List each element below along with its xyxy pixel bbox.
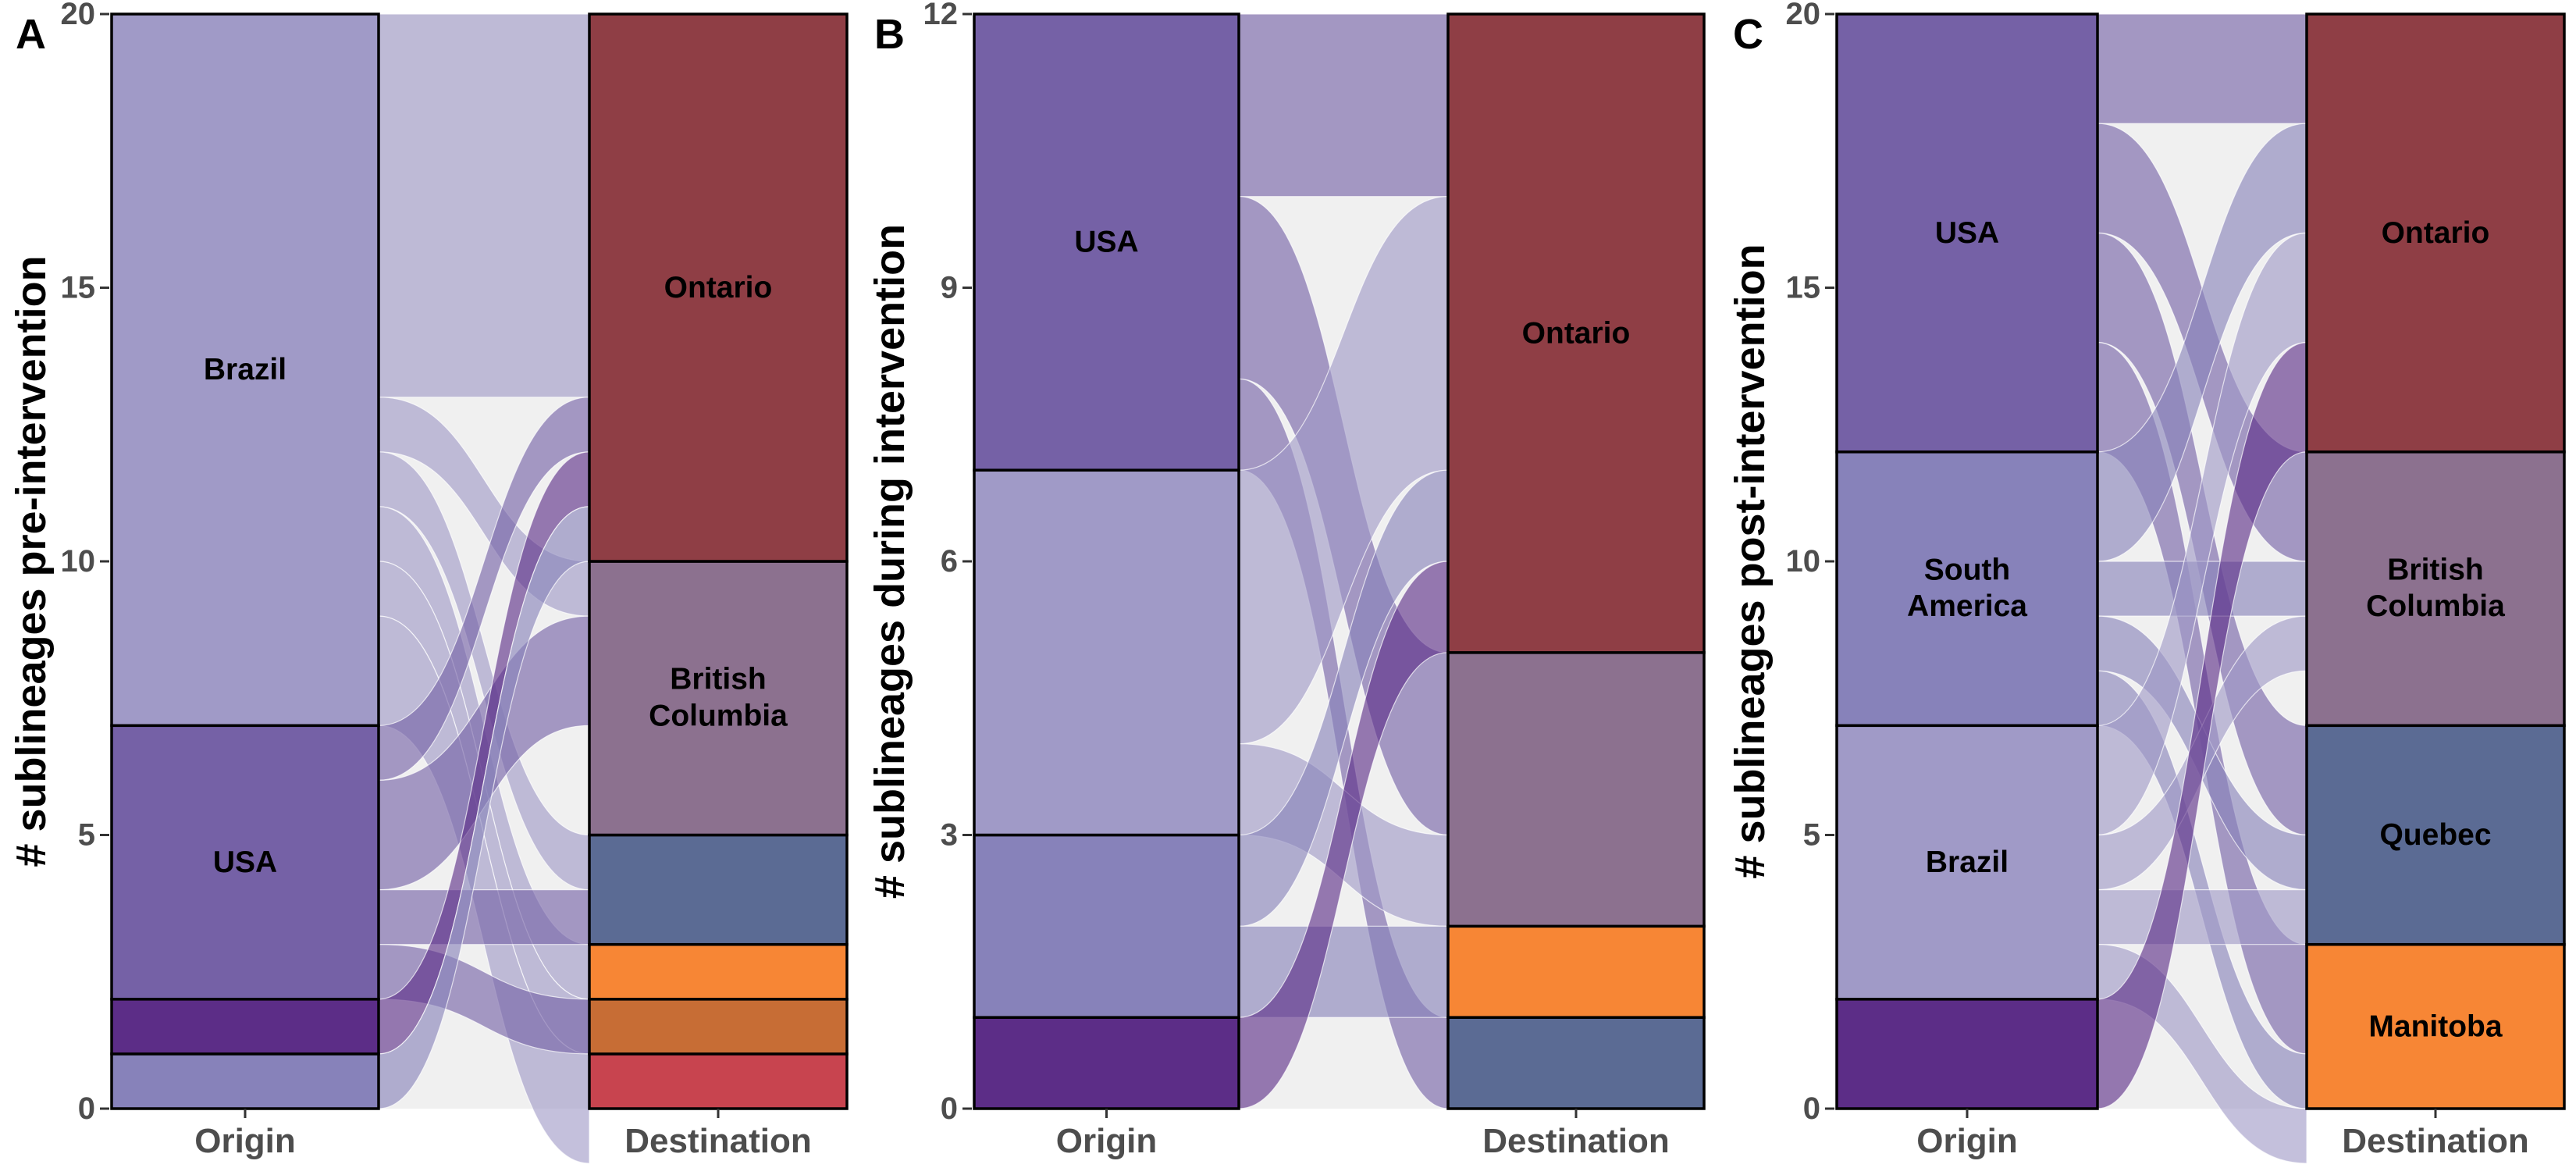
y-axis-label: # sublineages during intervention <box>866 224 913 899</box>
destination-stratum-ontario <box>2305 12 2566 454</box>
flow-0 <box>2097 13 2307 124</box>
y-tick-label-0: 0 <box>941 1091 958 1126</box>
origin-stratum-usa <box>973 12 1240 472</box>
x-label-origin: Origin <box>1056 1122 1158 1160</box>
destination-label-british-columbia: British Columbia <box>649 662 788 732</box>
label-line: South <box>1924 553 2010 586</box>
y-tick-label-5: 5 <box>78 818 95 853</box>
origin-stratum-0 <box>110 1052 380 1110</box>
label-line: America <box>1907 589 2027 623</box>
y-tick-label-20: 20 <box>1786 0 1821 31</box>
x-label-destination: Destination <box>1482 1122 1670 1160</box>
y-tick-label-5: 5 <box>1803 818 1820 853</box>
destination-stratum-ontario <box>1446 12 1706 654</box>
y-tick-label-15: 15 <box>61 271 96 305</box>
flow-8 <box>378 888 590 945</box>
destination-stratum-2 <box>588 942 849 1001</box>
origin-stratum-1 <box>973 833 1240 1019</box>
destination-stratum-1 <box>588 998 849 1056</box>
y-tick-label-9: 9 <box>941 271 958 305</box>
y-tick-label-10: 10 <box>1786 544 1821 579</box>
origin-stratum-brazil <box>110 12 380 728</box>
destination-label-ontario: Ontario <box>1522 316 1631 350</box>
y-axis-label: # sublineages post-intervention <box>1727 244 1774 878</box>
origin-stratum-brazil <box>1835 724 2099 1001</box>
panel-letter: C <box>1733 11 1763 58</box>
flow-0 <box>378 13 590 398</box>
x-label-destination: Destination <box>624 1122 812 1160</box>
y-tick-label-0: 0 <box>1803 1091 1820 1126</box>
x-label-origin: Origin <box>194 1122 296 1160</box>
y-tick-label-10: 10 <box>61 544 96 579</box>
origin-stratum-south-america <box>1835 450 2099 728</box>
origin-label-usa: USA <box>1935 216 1999 250</box>
label-line: British <box>2387 553 2484 586</box>
y-tick-label-20: 20 <box>61 0 96 31</box>
destination-stratum-quebec <box>2305 724 2566 946</box>
panel-c: Brazil South America USA Manitoba Quebec Briti… <box>1727 0 2566 1164</box>
destination-stratum-2 <box>1446 651 1706 928</box>
destination-label-british-columbia: British Columbia <box>2366 553 2505 623</box>
label-line: Columbia <box>649 699 788 732</box>
origin-label-south-america: South America <box>1907 553 2027 623</box>
origin-stratum-0 <box>973 1016 1240 1110</box>
origin-label-usa: USA <box>1074 226 1138 259</box>
y-tick-label-0: 0 <box>78 1091 95 1126</box>
destination-stratum-0 <box>588 1052 849 1110</box>
destination-label-ontario: Ontario <box>664 271 773 304</box>
origin-stratum-1 <box>110 998 380 1056</box>
origin-label-brazil: Brazil <box>204 353 286 386</box>
x-label-destination: Destination <box>2342 1122 2529 1160</box>
destination-label-manitoba: Manitoba <box>2368 1009 2502 1043</box>
y-tick-label-15: 15 <box>1786 271 1821 305</box>
origin-label-brazil: Brazil <box>1926 846 2008 879</box>
flow-0 <box>1238 13 1449 198</box>
destination-stratum-british-columbia <box>588 560 849 837</box>
origin-stratum-usa <box>1835 12 2099 454</box>
destination-stratum-ontario <box>588 12 849 563</box>
panel-letter: A <box>16 11 46 58</box>
label-line: Columbia <box>2366 589 2505 623</box>
panel-letter: B <box>874 11 905 58</box>
destination-stratum-1 <box>1446 924 1706 1019</box>
destination-stratum-manitoba <box>2305 942 2566 1110</box>
origin-label-usa: USA <box>213 846 277 879</box>
destination-label-ontario: Ontario <box>2382 216 2490 250</box>
x-label-origin: Origin <box>1916 1122 2018 1160</box>
y-tick-label-6: 6 <box>941 544 958 579</box>
y-tick-label-12: 12 <box>923 0 959 31</box>
flow-10 <box>2097 888 2307 945</box>
destination-label-quebec: Quebec <box>2379 818 2491 852</box>
y-tick-label-3: 3 <box>941 818 958 853</box>
destination-stratum-british-columbia <box>2305 450 2566 728</box>
destination-stratum-3 <box>588 833 849 946</box>
origin-stratum-0 <box>1835 998 2099 1110</box>
panel-a: USA Brazil British Columbia Ontario 0 5 10 15 20 O… <box>8 0 849 1164</box>
label-line: British <box>670 662 767 696</box>
origin-stratum-2 <box>973 468 1240 837</box>
destination-stratum-0 <box>1446 1016 1706 1110</box>
panel-b: USA Ontario 0 3 6 9 12 Origin Destination # subli… <box>866 0 1706 1160</box>
y-axis-label: # sublineages pre-intervention <box>8 255 55 867</box>
